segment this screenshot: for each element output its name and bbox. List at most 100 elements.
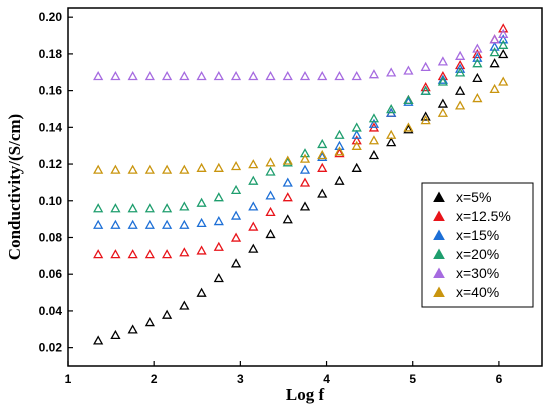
data-point [334,175,345,185]
data-point [179,300,190,310]
y-axis: 0.02 0.04 0.06 0.08 0.10 0.12 0.14 0.16 0.18 0.20 [39,10,73,355]
data-point [213,216,224,226]
y-tick-label: 0.18 [39,47,63,61]
y-tick-label: 0.16 [39,84,63,98]
y-tick-label: 0.06 [39,267,63,281]
data-point [265,206,276,217]
data-point [230,70,242,81]
data-point [386,137,397,147]
legend-label: x=20% [456,246,499,262]
data-point [334,129,345,139]
series-4 [93,39,509,213]
data-point [299,201,311,211]
data-point [93,164,104,174]
data-point [368,118,380,128]
x-tick-label: 4 [323,372,330,386]
data-point [248,159,259,169]
data-point [498,39,509,49]
data-point [455,63,466,73]
data-point [437,70,448,81]
data-point [93,335,104,345]
data-point [351,162,362,172]
data-point [93,249,104,259]
data-point [334,148,345,158]
data-point [213,70,224,81]
x-tick-label: 3 [237,372,244,386]
legend-marker [433,267,445,278]
data-point [437,98,448,108]
data-point [213,241,224,251]
data-point [162,70,173,81]
data-point [489,58,500,68]
data-point [196,197,207,207]
data-point [317,149,328,160]
data-point [196,217,207,228]
legend-label: x=30% [456,265,499,281]
data-point [420,111,431,121]
legend-marker [433,210,445,221]
data-point [299,164,311,174]
data-point [351,135,362,145]
y-tick-label: 0.20 [39,10,63,24]
data-point [498,48,509,59]
data-point [179,247,190,257]
data-point [299,153,311,163]
data-point [144,219,155,229]
data-point [93,70,104,81]
data-point [93,219,104,229]
data-point [472,72,483,83]
data-point [489,47,500,57]
data-point [472,52,483,62]
data-point [162,219,173,229]
data-point [230,258,242,268]
data-point [498,34,509,44]
data-point [110,70,121,81]
data-point [437,107,448,117]
data-point [317,162,328,172]
data-point [179,219,190,229]
data-point [179,70,190,81]
data-point [110,203,121,213]
data-point [110,329,121,340]
y-tick-label: 0.12 [39,157,63,171]
data-point [386,129,397,139]
data-point [455,50,466,60]
data-point [93,203,104,213]
data-point [196,287,207,297]
data-point [420,82,431,92]
data-point [230,160,242,171]
data-point [230,232,242,242]
data-point [282,177,293,187]
data-point [162,309,173,319]
data-point [127,203,138,213]
x-tick-label: 1 [65,372,72,386]
data-point [317,151,328,161]
series-5 [93,28,509,81]
x-tick-label: 2 [151,372,158,386]
data-point [179,201,190,211]
y-tick-label: 0.10 [39,194,63,208]
data-point [213,272,224,283]
data-point [299,148,311,158]
data-point [403,124,414,134]
data-point [472,43,483,53]
data-point [498,28,509,38]
data-point [127,164,138,174]
data-point [368,69,380,79]
data-point [127,249,138,259]
data-point [351,129,362,139]
x-tick-label: 5 [409,372,416,386]
data-point [162,203,173,213]
data-point [498,76,509,86]
data-point [162,249,173,259]
data-point [334,140,345,150]
data-point [127,70,138,81]
data-point [403,65,414,75]
data-point [351,122,362,132]
data-point [420,115,431,125]
legend-label: x=12.5% [456,208,511,224]
data-point [368,149,380,160]
data-point [455,85,466,95]
data-point [489,34,500,44]
data-point [455,67,466,77]
